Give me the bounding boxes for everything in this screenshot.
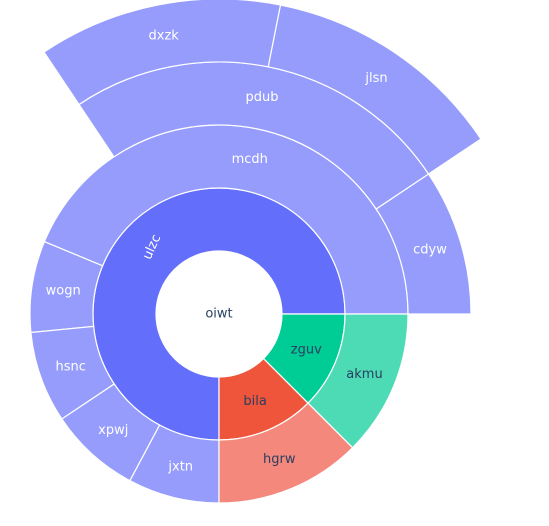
label-hsnc: hsnc — [56, 360, 86, 375]
label-jlsn: jlsn — [364, 71, 387, 86]
segment-akmu[interactable] — [307, 313, 409, 449]
label-xpwj: xpwj — [98, 423, 128, 438]
segment-dxzk[interactable] — [43, 0, 282, 106]
label-dxzk: dxzk — [149, 28, 180, 43]
label-mcdh: mcdh — [232, 152, 268, 167]
label-hgrw: hgrw — [263, 452, 296, 467]
label-wogn: wogn — [46, 283, 81, 298]
label-pdub: pdub — [246, 90, 279, 105]
label-jxtn: jxtn — [167, 459, 193, 474]
center-label: oiwt — [205, 307, 232, 322]
segments-layer — [29, 0, 482, 504]
label-akmu: akmu — [346, 367, 382, 382]
label-cdyw: cdyw — [413, 242, 447, 257]
label-zguv: zguv — [291, 343, 322, 358]
label-bila: bila — [243, 394, 266, 409]
